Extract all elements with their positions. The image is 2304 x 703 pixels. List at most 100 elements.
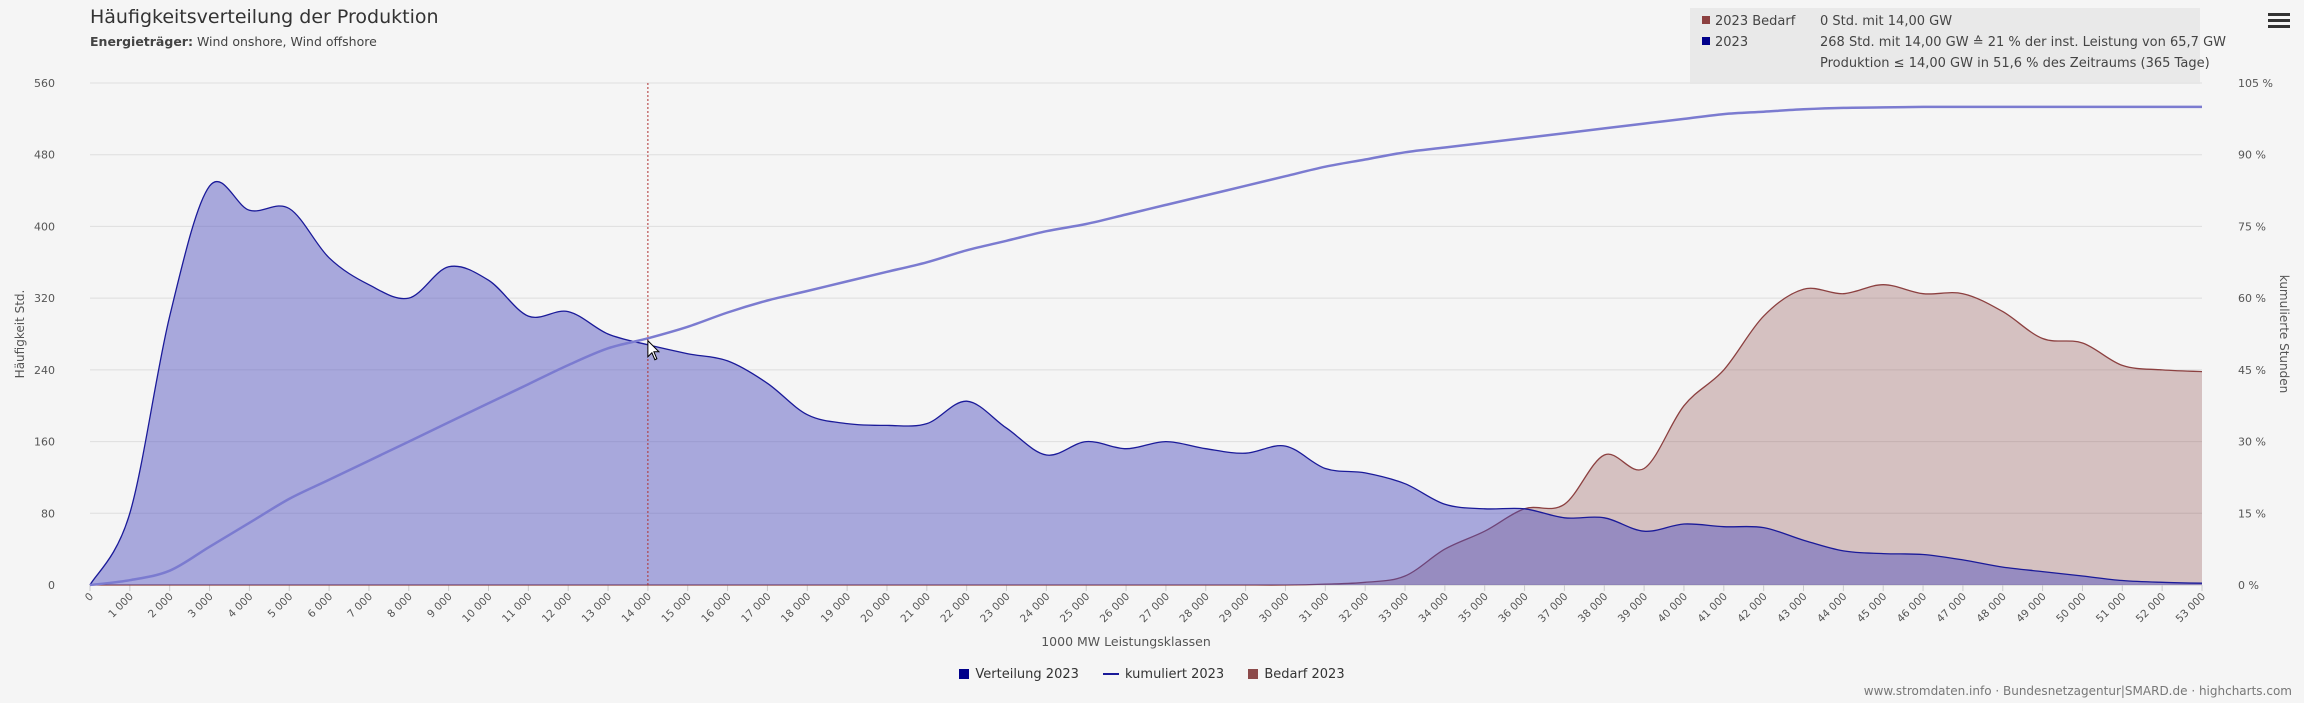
x-tick-label: 6 000 <box>305 591 335 621</box>
y-axis-title: Häufigkeit Std. <box>13 290 27 379</box>
tooltip-text-2023: 268 Std. mit 14,00 GW ≙ 21 % der inst. L… <box>1820 35 2227 50</box>
chart-subtitle: Energieträger: Wind onshore, Wind offsho… <box>90 34 377 49</box>
x-tick-label: 20 000 <box>859 591 893 625</box>
x-tick-label: 23 000 <box>978 591 1012 625</box>
x-tick-label: 50 000 <box>2054 591 2088 625</box>
x-tick-label: 8 000 <box>385 591 415 621</box>
y-tick-label: 0 <box>48 579 55 592</box>
tooltip-swatch-2023 <box>1702 37 1710 45</box>
subtitle-label: Energieträger: <box>90 34 193 49</box>
x-tick-label: 5 000 <box>266 591 296 621</box>
x-tick-label: 34 000 <box>1417 591 1451 625</box>
x-tick-label: 51 000 <box>2094 591 2128 625</box>
x-tick-label: 52 000 <box>2134 591 2168 625</box>
legend-swatch-kumuliert <box>1103 673 1120 675</box>
x-tick-label: 36 000 <box>1496 591 1530 625</box>
x-tick-label: 24 000 <box>1018 591 1052 625</box>
y-tick-label: 560 <box>34 77 55 90</box>
x-tick-label: 30 000 <box>1257 591 1291 625</box>
x-tick-label: 14 000 <box>620 591 654 625</box>
x-tick-label: 40 000 <box>1656 591 1690 625</box>
tooltip-name-2023: 2023 <box>1715 35 1749 50</box>
tooltip-name-bedarf: 2023 Bedarf <box>1715 14 1796 29</box>
x-tick-label: 15 000 <box>659 591 693 625</box>
x-tick-label: 43 000 <box>1775 591 1809 625</box>
tooltip-text-summary: Produktion ≤ 14,00 GW in 51,6 % des Zeit… <box>1820 56 2210 71</box>
x-tick-label: 16 000 <box>699 591 733 625</box>
x-tick-label: 19 000 <box>819 591 853 625</box>
x-tick-label: 22 000 <box>938 591 972 625</box>
x-tick-label: 4 000 <box>226 591 256 621</box>
x-tick-label: 32 000 <box>1337 591 1371 625</box>
mouse-cursor-icon <box>647 339 661 361</box>
tooltip-text-bedarf: 0 Std. mit 14,00 GW <box>1820 14 1953 29</box>
legend-item-verteilung[interactable]: Verteilung 2023 <box>959 667 1079 682</box>
x-tick-label: 39 000 <box>1616 591 1650 625</box>
x-tick-label: 17 000 <box>739 591 773 625</box>
legend-item-kumuliert[interactable]: kumuliert 2023 <box>1103 667 1224 682</box>
legend-label-verteilung: Verteilung 2023 <box>975 667 1079 682</box>
x-tick-label: 2 000 <box>146 591 176 621</box>
x-tick-label: 18 000 <box>779 591 813 625</box>
x-tick-label: 38 000 <box>1576 591 1610 625</box>
x-tick-label: 7 000 <box>345 591 375 621</box>
subtitle-value: Wind onshore, Wind offshore <box>192 34 377 49</box>
y2-tick-label: 75 % <box>2238 220 2266 233</box>
verteilung-series-line <box>89 180 2203 586</box>
x-tick-label: 45 000 <box>1855 591 1889 625</box>
legend-label-kumuliert: kumuliert 2023 <box>1125 667 1225 682</box>
x-tick-label: 0 <box>83 591 96 604</box>
tooltip-row-bedarf: 2023 Bedarf 0 Std. mit 14,00 GW <box>1702 14 1952 29</box>
x-tick-label: 12 000 <box>540 591 574 625</box>
x-tick-label: 37 000 <box>1536 591 1570 625</box>
verteilung-series-area <box>90 181 2202 585</box>
legend-swatch-verteilung <box>959 669 970 679</box>
x-tick-label: 13 000 <box>580 591 614 625</box>
legend: Verteilung 2023 kumuliert 2023 Bedarf 20… <box>0 667 2304 682</box>
bedarf-series-line <box>90 284 2203 586</box>
x-tick-label: 46 000 <box>1895 591 1929 625</box>
x-tick-label: 21 000 <box>898 591 932 625</box>
x-tick-label: 11 000 <box>500 591 534 625</box>
x-tick-label: 26 000 <box>1098 591 1132 625</box>
x-tick-label: 53 000 <box>2174 591 2208 625</box>
y2-tick-label: 90 % <box>2238 149 2266 162</box>
x-tick-label: 3 000 <box>186 591 216 621</box>
y2-tick-label: 105 % <box>2238 77 2273 90</box>
x-tick-label: 49 000 <box>2014 591 2048 625</box>
legend-item-bedarf[interactable]: Bedarf 2023 <box>1248 667 1345 682</box>
x-tick-label: 31 000 <box>1297 591 1331 625</box>
x-tick-label: 1 000 <box>106 591 136 621</box>
y-tick-label: 320 <box>34 292 55 305</box>
x-tick-label: 48 000 <box>1974 591 2008 625</box>
x-tick-label: 25 000 <box>1058 591 1092 625</box>
x-tick-label: 35 000 <box>1456 591 1490 625</box>
x-tick-label: 41 000 <box>1695 591 1729 625</box>
y2-tick-label: 60 % <box>2238 292 2266 305</box>
hamburger-menu-icon[interactable] <box>2268 10 2290 30</box>
x-tick-label: 42 000 <box>1735 591 1769 625</box>
y-tick-label: 160 <box>34 436 55 449</box>
y-tick-label: 400 <box>34 220 55 233</box>
chart-title: Häufigkeitsverteilung der Produktion <box>90 6 439 28</box>
x-tick-label: 29 000 <box>1217 591 1251 625</box>
kumuliert-series-line <box>89 105 2202 587</box>
x-tick-label: 47 000 <box>1935 591 1969 625</box>
y2-tick-label: 0 % <box>2238 579 2259 592</box>
x-tick-label: 28 000 <box>1177 591 1211 625</box>
x-tick-label: 9 000 <box>425 591 455 621</box>
x-tick-label: 44 000 <box>1815 591 1849 625</box>
legend-label-bedarf: Bedarf 2023 <box>1264 667 1345 682</box>
y-tick-label: 240 <box>34 364 55 377</box>
y-tick-label: 80 <box>41 507 55 520</box>
x-tick-label: 10 000 <box>460 591 494 625</box>
tooltip-swatch-bedarf <box>1702 16 1710 24</box>
x-tick-label: 27 000 <box>1138 591 1172 625</box>
credits[interactable]: www.stromdaten.info · Bundesnetzagentur|… <box>1863 684 2292 698</box>
tooltip: 2023 Bedarf 0 Std. mit 14,00 GW 2023 268… <box>1690 8 2226 84</box>
x-tick-label: 33 000 <box>1377 591 1411 625</box>
y2-tick-label: 45 % <box>2238 364 2266 377</box>
y2-tick-label: 15 % <box>2238 507 2266 520</box>
bedarf-series-area <box>90 284 2202 586</box>
